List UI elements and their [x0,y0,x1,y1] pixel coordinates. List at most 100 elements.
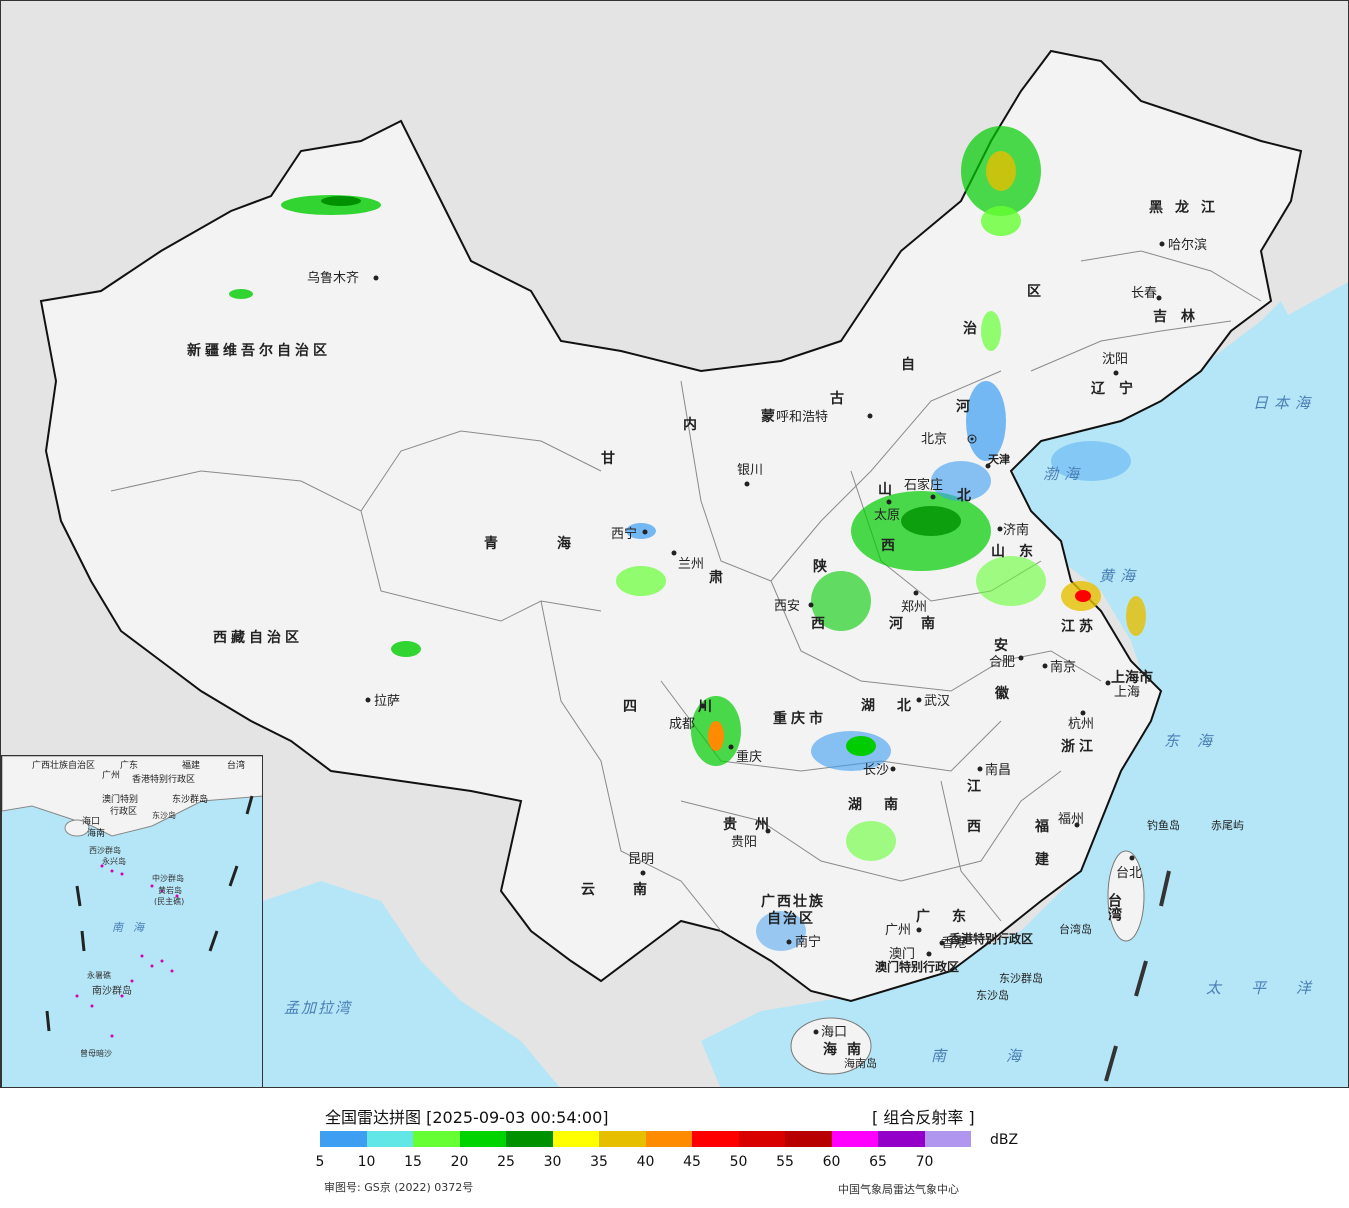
svg-text:内: 内 [683,416,697,433]
svg-text:贵州: 贵州 [723,816,787,833]
tick-label: 45 [683,1154,701,1170]
color-swatch [785,1131,832,1147]
svg-text:孟加拉湾: 孟加拉湾 [284,999,353,1017]
color-swatch [320,1131,367,1147]
bay-of-bengal [263,881,560,1087]
province-labels: 新疆维吾尔自治区 西藏自治区 青 海 甘 肃 内 蒙 古 自 治 区 黑龙江 吉… [187,199,1215,1058]
hainan-island [790,1017,872,1075]
svg-text:香港: 香港 [941,936,967,951]
tick-label: 15 [404,1154,422,1170]
svg-text:广西壮族: 广西壮族 [761,893,825,910]
svg-text:东沙群岛: 东沙群岛 [172,793,208,805]
svg-text:云南: 云南 [581,881,685,898]
svg-text:古: 古 [830,390,844,407]
svg-text:上海市: 上海市 [1111,669,1153,686]
svg-text:郑州: 郑州 [901,600,927,615]
south-china-sea-inset: 广西壮族自治区 广东 福建 台湾 广州 香港特别行政区 澳门特别 行政区 东沙群… [1,755,263,1087]
svg-text:东沙岛: 东沙岛 [152,810,176,820]
svg-text:海南岛: 海南岛 [844,1056,877,1070]
svg-text:海: 海 [557,535,571,552]
china-land [39,49,1303,1003]
approval-number: 审图号: GS京 (2022) 0372号 [324,1181,474,1194]
svg-text:自治区: 自治区 [767,910,815,927]
svg-text:呼和浩特: 呼和浩特 [776,410,828,425]
legend-title: 全国雷达拼图 [2025-09-03 00:54:00] [325,1108,609,1127]
svg-text:拉萨: 拉萨 [374,694,400,709]
svg-text:西: 西 [811,616,825,632]
color-swatch [366,1131,413,1147]
color-swatch [878,1131,925,1147]
svg-text:四: 四 [623,699,637,715]
svg-text:北京: 北京 [921,432,947,447]
svg-text:黄海: 黄海 [1099,567,1141,585]
svg-text:新疆维吾尔自治区: 新疆维吾尔自治区 [187,342,331,359]
city-labels: 乌鲁木齐 拉萨 西宁 兰州 银川 呼和浩特 哈尔滨 长春 沈阳 北京 石家庄 太… [307,237,1207,1040]
svg-text:合肥: 合肥 [989,655,1015,670]
svg-text:东沙岛: 东沙岛 [976,988,1009,1002]
svg-text:澳门: 澳门 [889,946,915,962]
svg-text:天津: 天津 [988,452,1010,466]
color-swatch [831,1131,878,1147]
svg-text:安: 安 [994,637,1008,654]
svg-text:台湾: 台湾 [1106,892,1122,922]
svg-text:西宁: 西宁 [611,526,637,542]
tick-label: 55 [776,1154,794,1170]
color-swatch [413,1131,460,1147]
svg-text:日本海: 日本海 [1253,394,1316,412]
svg-text:江: 江 [967,778,981,795]
svg-text:成都: 成都 [669,717,695,732]
svg-text:区: 区 [1027,284,1041,300]
color-swatch [692,1131,739,1147]
svg-text:海南: 海南 [87,827,105,839]
color-swatch [599,1131,646,1147]
svg-text:黄岩岛: 黄岩岛 [158,885,182,895]
svg-text:广西壮族自治区: 广西壮族自治区 [32,759,95,771]
svg-text:南海: 南海 [931,1047,1081,1065]
radar-echoes [229,126,1146,951]
tick-label: 40 [636,1154,655,1170]
svg-text:(民主礁): (民主礁) [154,896,184,906]
svg-text:重庆: 重庆 [736,749,762,765]
tick-label: 70 [915,1154,934,1170]
svg-text:湖北: 湖北 [861,698,933,714]
svg-text:广州: 广州 [885,923,911,938]
svg-text:福州: 福州 [1058,812,1084,827]
svg-text:建: 建 [1035,851,1049,868]
inset-canvas: 广西壮族自治区 广东 福建 台湾 广州 香港特别行政区 澳门特别 行政区 东沙群… [2,756,262,1058]
color-swatch [459,1131,506,1147]
color-swatch [645,1131,692,1147]
svg-text:澳门特别行政区: 澳门特别行政区 [875,959,959,974]
svg-text:南昌: 南昌 [985,762,1011,778]
svg-text:海口: 海口 [821,1025,847,1040]
svg-text:广州: 广州 [102,769,120,781]
product-name: [ 组合反射率 ] [872,1108,975,1127]
svg-text:沈阳: 沈阳 [1102,352,1128,367]
svg-text:河: 河 [956,398,970,415]
svg-text:河南: 河南 [889,615,953,632]
svg-text:川: 川 [697,699,712,715]
svg-text:东海: 东海 [1164,732,1230,750]
svg-text:台湾岛: 台湾岛 [1059,922,1092,936]
svg-text:西安: 西安 [774,599,800,614]
sea-labels: 日本海 渤海 黄海 东海 太平洋 南海 孟加拉湾 [284,394,1316,1065]
data-source: 中国气象局雷达气象中心 [838,1183,959,1196]
svg-text:长春: 长春 [1131,286,1157,301]
svg-text:兰州: 兰州 [678,557,704,572]
svg-text:西沙群岛: 西沙群岛 [89,845,121,855]
unit-label: dBZ [990,1132,1019,1148]
tick-label: 50 [729,1154,748,1170]
svg-text:中沙群岛: 中沙群岛 [152,873,184,883]
svg-text:广东: 广东 [916,908,988,925]
svg-text:东沙群岛: 东沙群岛 [999,971,1043,985]
svg-text:浙江: 浙江 [1061,738,1097,755]
svg-text:重庆市: 重庆市 [773,710,827,727]
svg-text:台北: 台北 [1116,866,1142,881]
svg-text:南宁: 南宁 [795,934,821,950]
svg-text:自: 自 [901,356,915,373]
svg-text:山东: 山东 [991,543,1047,560]
svg-text:钓鱼岛: 钓鱼岛 [1147,818,1180,832]
svg-text:上海: 上海 [1114,685,1140,700]
svg-text:石家庄: 石家庄 [904,477,943,493]
svg-text:治: 治 [963,320,977,337]
svg-text:永暑礁: 永暑礁 [87,970,111,980]
